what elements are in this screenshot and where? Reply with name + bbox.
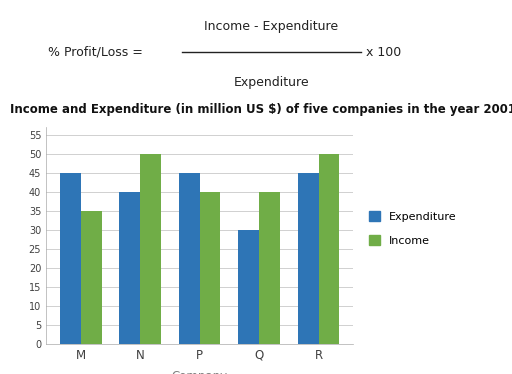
Bar	[200, 192, 221, 344]
Bar	[318, 154, 339, 344]
Text: Expenditure: Expenditure	[233, 76, 309, 89]
Bar	[60, 173, 81, 344]
Legend: Expenditure, Income: Expenditure, Income	[369, 211, 457, 246]
Text: Income - Expenditure: Income - Expenditure	[204, 20, 338, 33]
Bar	[297, 173, 318, 344]
Bar	[179, 173, 200, 344]
Bar	[140, 154, 161, 344]
Text: x 100: x 100	[366, 46, 401, 59]
Bar	[81, 211, 102, 344]
Bar	[238, 230, 259, 344]
Text: Income and Expenditure (in million US $) of five companies in the year 2001.: Income and Expenditure (in million US $)…	[10, 103, 512, 116]
Text: % Profit/Loss =: % Profit/Loss =	[49, 46, 143, 59]
Bar	[259, 192, 280, 344]
X-axis label: Company: Company	[172, 370, 228, 374]
Bar	[119, 192, 140, 344]
